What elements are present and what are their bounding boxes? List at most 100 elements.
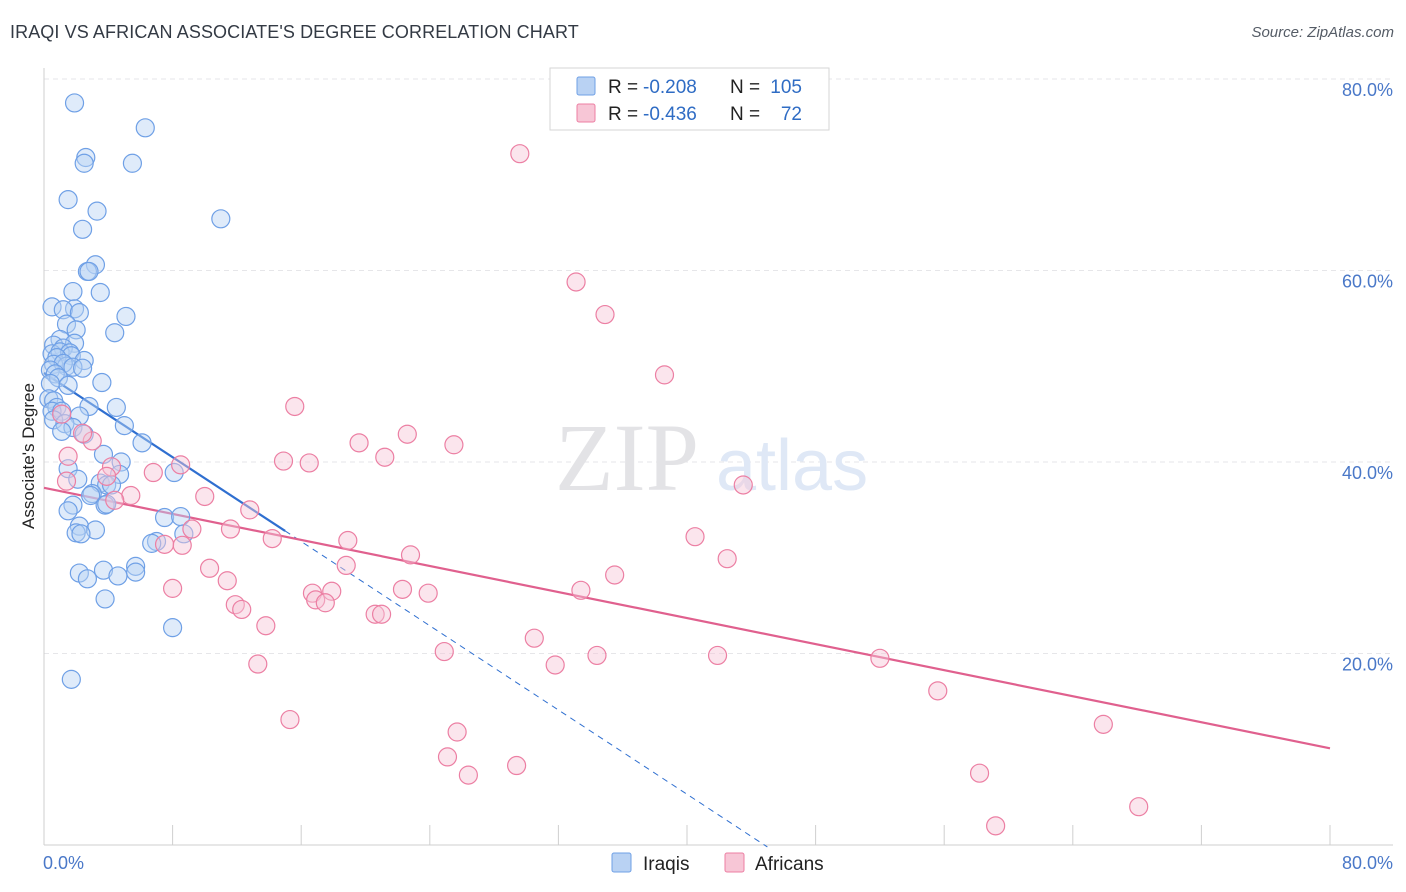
point-africans-21 <box>240 500 260 520</box>
y-tick-label-60: 60.0% <box>1342 272 1393 292</box>
point-iraqis-12 <box>90 282 110 303</box>
point-africans-10 <box>299 453 319 473</box>
point-iraqis-53 <box>114 416 134 436</box>
point-africans-7 <box>444 435 464 455</box>
legend-r-value-africans: -0.436 <box>643 104 697 125</box>
series-swatch-africans <box>724 852 745 873</box>
point-iraqis-5 <box>58 190 78 210</box>
point-iraqis-4 <box>122 153 143 173</box>
point-iraqis-27 <box>50 342 70 362</box>
y-axis-title: Associate's Degree <box>19 383 38 529</box>
gridlines <box>44 78 1393 654</box>
point-africans-66 <box>52 404 72 424</box>
point-iraqis-54 <box>63 417 83 438</box>
point-africans-1 <box>566 272 586 292</box>
point-africans-20 <box>105 490 125 510</box>
source-label: Source: ZipAtlas.com <box>1251 24 1394 41</box>
point-africans-11 <box>171 455 191 475</box>
y-tick-label-40: 40.0% <box>1342 463 1393 483</box>
point-africans-2 <box>595 304 615 325</box>
y-tick-label-80: 80.0% <box>1342 80 1393 100</box>
point-africans-58 <box>447 722 467 742</box>
point-africans-32 <box>199 558 220 578</box>
point-iraqis-78 <box>71 524 91 544</box>
point-iraqis-24 <box>64 333 85 353</box>
point-africans-64 <box>986 816 1006 836</box>
point-iraqis-72 <box>58 501 78 521</box>
point-africans-6 <box>349 433 369 453</box>
point-iraqis-49 <box>106 397 126 418</box>
stats-legend: R = -0.208 N = 105 R = -0.436 N = 72 <box>549 67 830 131</box>
point-iraqis-33 <box>74 350 94 371</box>
point-africans-60 <box>507 755 527 776</box>
point-africans-67 <box>72 423 93 443</box>
point-iraqis-35 <box>63 357 83 377</box>
point-iraqis-16 <box>53 300 73 320</box>
point-africans-48 <box>524 628 544 648</box>
point-iraqis-87 <box>77 569 98 589</box>
point-iraqis-69 <box>95 495 115 515</box>
legend-n-value-africans: 72 <box>781 104 802 125</box>
point-africans-31 <box>336 555 356 576</box>
point-iraqis-41 <box>58 375 78 395</box>
stats-legend-box <box>549 67 830 131</box>
point-iraqis-21 <box>105 323 125 343</box>
point-africans-40 <box>163 578 183 598</box>
point-iraqis-8 <box>72 219 93 239</box>
point-africans-36 <box>322 581 342 601</box>
trend-extension-iraqis <box>284 530 768 848</box>
legend-n-label-africans: N = <box>730 104 760 125</box>
point-africans-30 <box>717 549 737 569</box>
point-africans-65 <box>82 431 102 451</box>
chart-title: IRAQI VS AFRICAN ASSOCIATE'S DEGREE CORR… <box>10 22 579 42</box>
point-iraqis-55 <box>52 421 72 441</box>
x-tick-label-max: 80.0% <box>1342 853 1393 873</box>
data-points <box>39 93 1149 836</box>
point-iraqis-76 <box>85 520 106 540</box>
point-africans-3 <box>654 365 675 385</box>
point-iraqis-57 <box>132 433 152 453</box>
point-iraqis-32 <box>56 356 77 376</box>
point-africans-59 <box>437 747 458 767</box>
point-africans-54 <box>248 654 268 674</box>
point-iraqis-7 <box>211 209 231 229</box>
legend-r-label-africans: R = <box>608 104 638 125</box>
x-tick-label-min: 0.0% <box>43 853 84 873</box>
point-africans-4 <box>285 396 305 417</box>
point-africans-13 <box>101 457 122 477</box>
legend-r-value-iraqis: -0.208 <box>643 77 697 98</box>
point-africans-18 <box>195 486 215 507</box>
point-iraqis-37 <box>72 358 93 378</box>
point-africans-19 <box>121 485 141 506</box>
point-africans-25 <box>685 527 705 547</box>
point-iraqis-11 <box>79 261 99 282</box>
trend-line-africans <box>43 486 1331 750</box>
watermark: ZIP atlas <box>555 404 868 511</box>
legend-n-value-iraqis: 105 <box>770 77 802 98</box>
point-iraqis-61 <box>164 462 184 483</box>
point-africans-15 <box>97 466 117 486</box>
point-africans-24 <box>262 528 282 549</box>
point-africans-50 <box>587 645 607 666</box>
point-africans-39 <box>571 580 591 600</box>
point-iraqis-56 <box>74 424 94 444</box>
point-iraqis-14 <box>42 297 62 317</box>
watermark-zip: ZIP <box>555 404 699 511</box>
point-iraqis-86 <box>108 566 128 586</box>
point-africans-47 <box>256 616 276 636</box>
point-iraqis-42 <box>92 372 112 393</box>
legend-r-label-iraqis: R = <box>608 77 638 98</box>
point-africans-28 <box>172 535 192 555</box>
point-africans-9 <box>273 451 294 471</box>
point-africans-52 <box>870 648 890 668</box>
point-africans-44 <box>232 599 252 620</box>
point-africans-57 <box>1093 714 1113 734</box>
point-iraqis-13 <box>63 281 83 302</box>
point-africans-5 <box>397 424 417 444</box>
point-iraqis-90 <box>61 669 81 689</box>
point-iraqis-89 <box>163 618 183 638</box>
series-name-africans: Africans <box>755 854 824 875</box>
point-iraqis-6 <box>87 201 107 221</box>
point-africans-8 <box>375 447 395 467</box>
